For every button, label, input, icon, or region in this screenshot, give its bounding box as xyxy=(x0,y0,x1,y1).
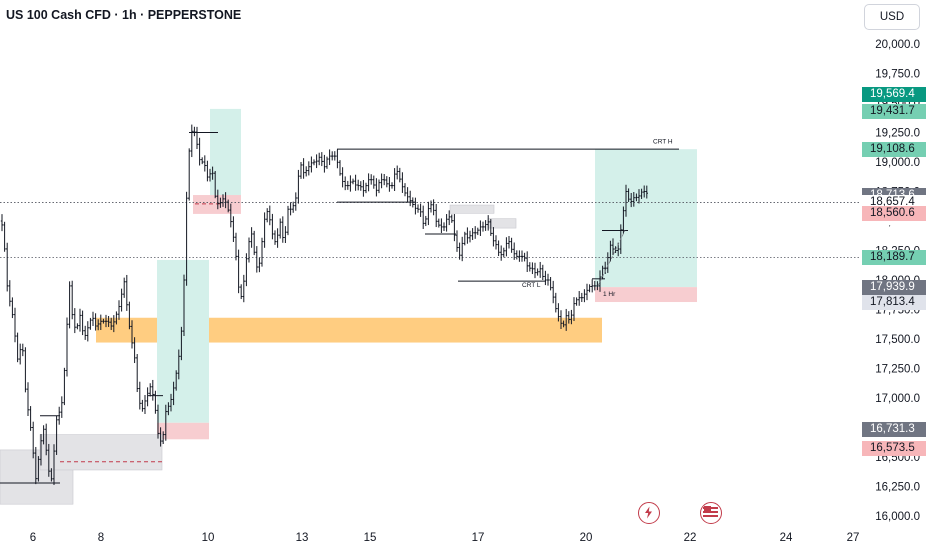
x-tick-label: 17 xyxy=(472,532,485,544)
y-tick-label: 19,000.0 xyxy=(875,157,920,169)
x-tick-label: 13 xyxy=(296,532,309,544)
y-tick-label: 20,000.0 xyxy=(875,39,920,51)
target-zone-3 xyxy=(157,259,209,423)
price-badge: 19,569.4 xyxy=(862,87,926,103)
x-tick-label: 22 xyxy=(684,532,697,544)
y-tick-label: 17,500.0 xyxy=(875,334,920,346)
x-tick-label: 24 xyxy=(780,532,793,544)
price-badge: 18,189.7 xyxy=(862,250,926,266)
price-badge: 18,657.4 xyxy=(862,194,926,210)
box-zone-10 xyxy=(487,218,517,229)
projection-line xyxy=(597,230,626,287)
chart-title[interactable]: US 100 Cash CFD · 1h · PEPPERSTONE xyxy=(6,8,242,22)
annotation-0: CRT H xyxy=(653,139,673,146)
price-badge: 16,573.5 xyxy=(862,440,926,456)
price-badge: 17,939.9 xyxy=(862,279,926,295)
stop-zone-6 xyxy=(595,287,697,303)
currency-selector[interactable]: USD xyxy=(864,4,920,30)
box-zone-9 xyxy=(449,204,495,214)
price-badge: 19,431.7 xyxy=(862,103,926,119)
price-badge: 17,813.4 xyxy=(862,294,926,310)
lightning-icon[interactable] xyxy=(638,502,660,524)
target-zone-5 xyxy=(595,149,697,288)
y-tick-label: 16,250.0 xyxy=(875,482,920,494)
price-badge: 19,108.6 xyxy=(862,141,926,157)
x-tick-label: 8 xyxy=(98,532,104,544)
price-badge: 18,560.6 xyxy=(862,206,926,222)
y-tick-label: 17,000.0 xyxy=(875,393,920,405)
stop-zone-4 xyxy=(157,422,209,440)
x-tick-label: 6 xyxy=(30,532,36,544)
annotation-1: CRT L xyxy=(522,282,541,289)
y-tick-label: 19,750.0 xyxy=(875,69,920,81)
stop-zone-2 xyxy=(193,195,241,214)
target-zone-1 xyxy=(210,108,241,198)
y-tick-label: 16,000.0 xyxy=(875,511,920,523)
x-tick-label: 20 xyxy=(580,532,593,544)
box-zone-8 xyxy=(39,434,163,471)
x-tick-label: 15 xyxy=(364,532,377,544)
x-tick-label: 27 xyxy=(847,532,860,544)
annotation-2: 1 Hr xyxy=(603,291,616,298)
x-tick-label: 10 xyxy=(202,532,215,544)
price-badge: 16,731.3 xyxy=(862,422,926,438)
us-flag-icon[interactable] xyxy=(700,502,722,524)
y-tick-label: 17,250.0 xyxy=(875,364,920,376)
y-tick-label: 19,250.0 xyxy=(875,128,920,140)
